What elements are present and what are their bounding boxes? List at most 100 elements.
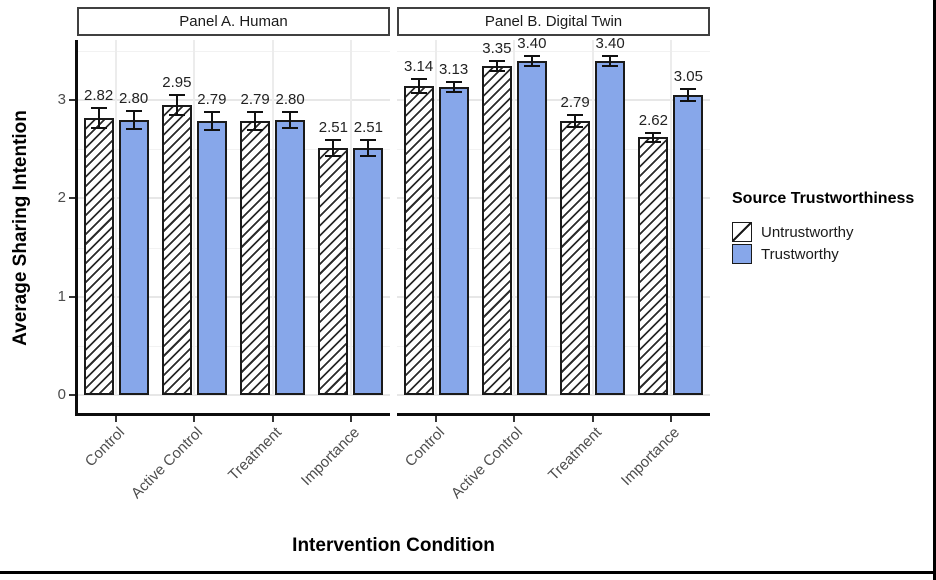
bar-untrustworthy (403, 86, 434, 395)
plot-panel-b: 3.14 3.13 3.35 3.40 2.79 3.40 2.62 3.05 (397, 35, 710, 413)
error-bar-cap (445, 81, 462, 84)
hatch-swatch-icon (732, 222, 752, 242)
x-axis-line-panel-b (397, 413, 710, 416)
gridline-minor (397, 50, 710, 52)
y-tick-label: 0 (57, 386, 66, 403)
error-bar-cap (523, 54, 540, 57)
error-bar (452, 82, 455, 93)
gridline-vertical (591, 40, 594, 395)
error-bar-cap (203, 110, 220, 113)
value-label: 2.80 (119, 89, 149, 107)
facet-strip-label: Panel B. Digital Twin (484, 13, 623, 30)
gridline-vertical (349, 40, 352, 395)
value-label: 2.80 (275, 90, 305, 108)
facet-strip-panel-a: Panel A. Human (77, 7, 390, 36)
gridline-vertical (513, 40, 516, 395)
error-bar (332, 140, 335, 157)
bar-trustworthy (595, 60, 626, 395)
error-bar-cap (203, 128, 220, 131)
y-tick-mark (69, 197, 75, 200)
error-bar (574, 114, 577, 127)
x-tick-mark (513, 416, 516, 422)
bar-trustworthy (196, 120, 227, 395)
error-bar (367, 140, 370, 157)
x-tick-mark (435, 416, 438, 422)
error-bar (687, 89, 690, 102)
legend-title: Source Trustworthiness (732, 190, 915, 207)
bar-trustworthy (673, 95, 704, 395)
x-tick-mark (193, 416, 196, 422)
bar-untrustworthy (318, 148, 349, 395)
gridline-vertical (271, 40, 274, 395)
error-bar-cap (523, 64, 540, 67)
error-bar-cap (247, 128, 264, 131)
error-bar (175, 95, 178, 115)
gridline-minor (77, 149, 390, 151)
error-bar-cap (680, 100, 697, 103)
gridline-vertical (115, 40, 118, 395)
gridline-major (77, 99, 390, 102)
gridline-major (397, 99, 710, 102)
value-label: 2.82 (84, 86, 114, 104)
error-bar (495, 60, 498, 71)
x-axis-title: Intervention Condition (292, 535, 495, 556)
plot-panel-a: 2.82 2.80 2.95 2.79 2.79 2.80 2.51 2.51 (77, 40, 390, 413)
y-axis-title: Average Sharing Intention (10, 110, 31, 346)
error-bar-cap (488, 59, 505, 62)
gridline-vertical (669, 40, 672, 395)
gridline-minor (77, 247, 390, 249)
gridline-vertical (193, 40, 196, 395)
gridline-minor (77, 345, 390, 347)
error-bar (210, 111, 213, 130)
bar-trustworthy (275, 119, 306, 395)
gridline-major (397, 197, 710, 200)
error-bar-cap (680, 88, 697, 91)
value-label: 3.40 (595, 34, 625, 52)
y-tick-mark (69, 394, 75, 396)
error-bar-cap (360, 155, 377, 158)
figure-border-right (933, 0, 936, 580)
gridline-major (77, 197, 390, 200)
y-tick-label: 2 (57, 189, 66, 207)
value-label: 2.51 (353, 119, 383, 137)
error-bar (417, 79, 420, 94)
error-bar-cap (567, 125, 584, 128)
legend-entry-label: Untrustworthy (761, 223, 854, 241)
blue-swatch-icon (732, 244, 752, 264)
error-bar-cap (282, 126, 299, 129)
error-bar (609, 55, 612, 66)
legend: Source Trustworthiness Untrustworthy Tru… (732, 190, 932, 265)
error-bar-cap (645, 131, 662, 134)
error-bar-cap (410, 78, 427, 81)
figure-border-bottom (0, 571, 936, 574)
error-bar (289, 111, 292, 128)
bar-untrustworthy (560, 120, 591, 395)
error-bar-cap (125, 127, 142, 130)
value-label: 2.79 (560, 93, 590, 111)
error-bar-cap (567, 113, 584, 116)
error-bar (97, 107, 100, 128)
bar-trustworthy (516, 60, 547, 395)
error-bar-cap (602, 54, 619, 57)
legend-entry-trustworthy: Trustworthy (732, 243, 932, 265)
error-bar-cap (168, 113, 185, 116)
y-tick-mark (69, 99, 75, 102)
error-bar-cap (410, 92, 427, 95)
error-bar-cap (325, 155, 342, 158)
error-bar-cap (282, 110, 299, 113)
gridline-minor (397, 247, 710, 249)
gridline-major (77, 394, 390, 396)
bar-untrustworthy (638, 137, 669, 395)
x-tick-mark (115, 416, 118, 422)
facet-strip-label: Panel A. Human (179, 13, 288, 30)
gridline-major (397, 295, 710, 298)
facet-strip-panel-b: Panel B. Digital Twin (397, 7, 710, 36)
x-tick-mark (669, 416, 672, 422)
bar-trustworthy (438, 87, 469, 395)
error-bar (132, 110, 135, 129)
error-bar-cap (325, 139, 342, 142)
error-bar-cap (90, 106, 107, 109)
error-bar-cap (488, 69, 505, 72)
x-tick-mark (349, 416, 352, 422)
x-axis-line-panel-a (75, 413, 390, 416)
